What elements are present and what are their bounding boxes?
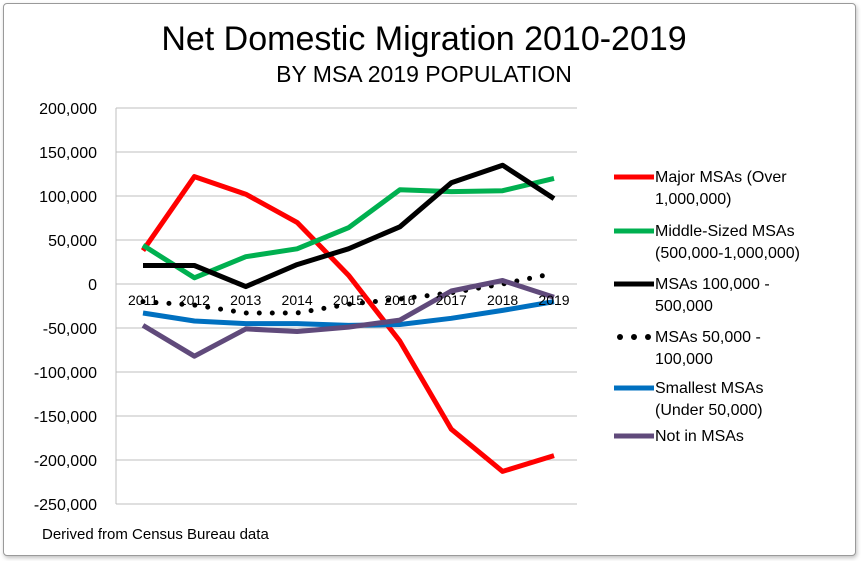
x-tick-label: 2016 — [384, 292, 415, 308]
y-tick-label: -100,000 — [34, 365, 97, 382]
legend-label: Smallest MSAs — [655, 380, 763, 397]
series-line-2 — [141, 175, 555, 281]
legend-swatch — [631, 334, 637, 340]
y-tick-label: 50,000 — [48, 233, 97, 250]
y-tick-label: 200,000 — [39, 101, 97, 118]
y-tick-label: 100,000 — [39, 189, 97, 206]
y-tick-label: 0 — [88, 277, 97, 294]
line-chart: Net Domestic Migration 2010-2019 BY MSA … — [34, 20, 800, 543]
series-line-4 — [140, 270, 557, 316]
legend-item: Smallest MSAs (Under 50,000) — [614, 380, 763, 419]
y-tick-label: -50,000 — [43, 321, 97, 338]
legend-label: 100,000 — [655, 351, 713, 368]
legend-label: MSAs 100,000 - — [655, 276, 770, 293]
chart-subtitle: BY MSA 2019 POPULATION — [276, 61, 572, 87]
x-axis-ticks: 2011 2012 2013 2014 2015 2016 2017 2018 2019 — [128, 292, 570, 308]
chart-title: Net Domestic Migration 2010-2019 — [161, 20, 686, 58]
y-axis-ticks: 200,000 150,000 100,000 50,000 0 -50,000 -100,… — [34, 101, 97, 514]
x-tick-label: 2019 — [538, 292, 569, 308]
source-note: Derived from Census Bureau data — [42, 526, 269, 543]
chart-frame: Net Domestic Migration 2010-2019 BY MSA … — [3, 3, 856, 556]
legend-label: (Under 50,000) — [655, 402, 763, 419]
legend-label: Major MSAs (Over — [655, 169, 787, 186]
x-tick-label: 2015 — [333, 292, 364, 308]
legend-item: Middle-Sized MSAs (500,000-1,000,000) — [614, 223, 800, 262]
legend-label: (500,000-1,000,000) — [655, 245, 800, 262]
legend-item: MSAs 50,000 - 100,000 — [617, 329, 761, 368]
legend-item: Major MSAs (Over 1,000,000) — [614, 169, 787, 208]
series-line-3 — [143, 162, 556, 290]
x-tick-label: 2012 — [179, 292, 210, 308]
x-tick-label: 2013 — [230, 292, 261, 308]
x-tick-label: 2018 — [487, 292, 518, 308]
series-line-1 — [140, 174, 555, 474]
legend-label: MSAs 50,000 - — [655, 329, 761, 346]
legend-label: Middle-Sized MSAs — [655, 223, 795, 240]
x-tick-label: 2017 — [436, 292, 467, 308]
legend-label: Not in MSAs — [655, 428, 744, 445]
y-tick-label: -200,000 — [34, 453, 97, 470]
legend-swatch — [645, 334, 651, 340]
legend: Major MSAs (Over 1,000,000) Middle-Sized M… — [614, 169, 800, 445]
x-tick-label: 2014 — [282, 292, 313, 308]
series-lines — [140, 162, 557, 474]
series-line-6 — [141, 278, 555, 359]
x-tick-label: 2011 — [128, 292, 158, 308]
y-tick-label: -150,000 — [34, 409, 97, 426]
legend-label: 1,000,000) — [655, 191, 732, 208]
legend-label: 500,000 — [655, 298, 713, 315]
y-tick-label: 150,000 — [39, 145, 97, 162]
legend-item: Not in MSAs — [614, 428, 744, 445]
legend-item: MSAs 100,000 - 500,000 — [614, 276, 770, 315]
y-tick-label: -250,000 — [34, 497, 97, 514]
legend-swatch — [617, 334, 623, 340]
